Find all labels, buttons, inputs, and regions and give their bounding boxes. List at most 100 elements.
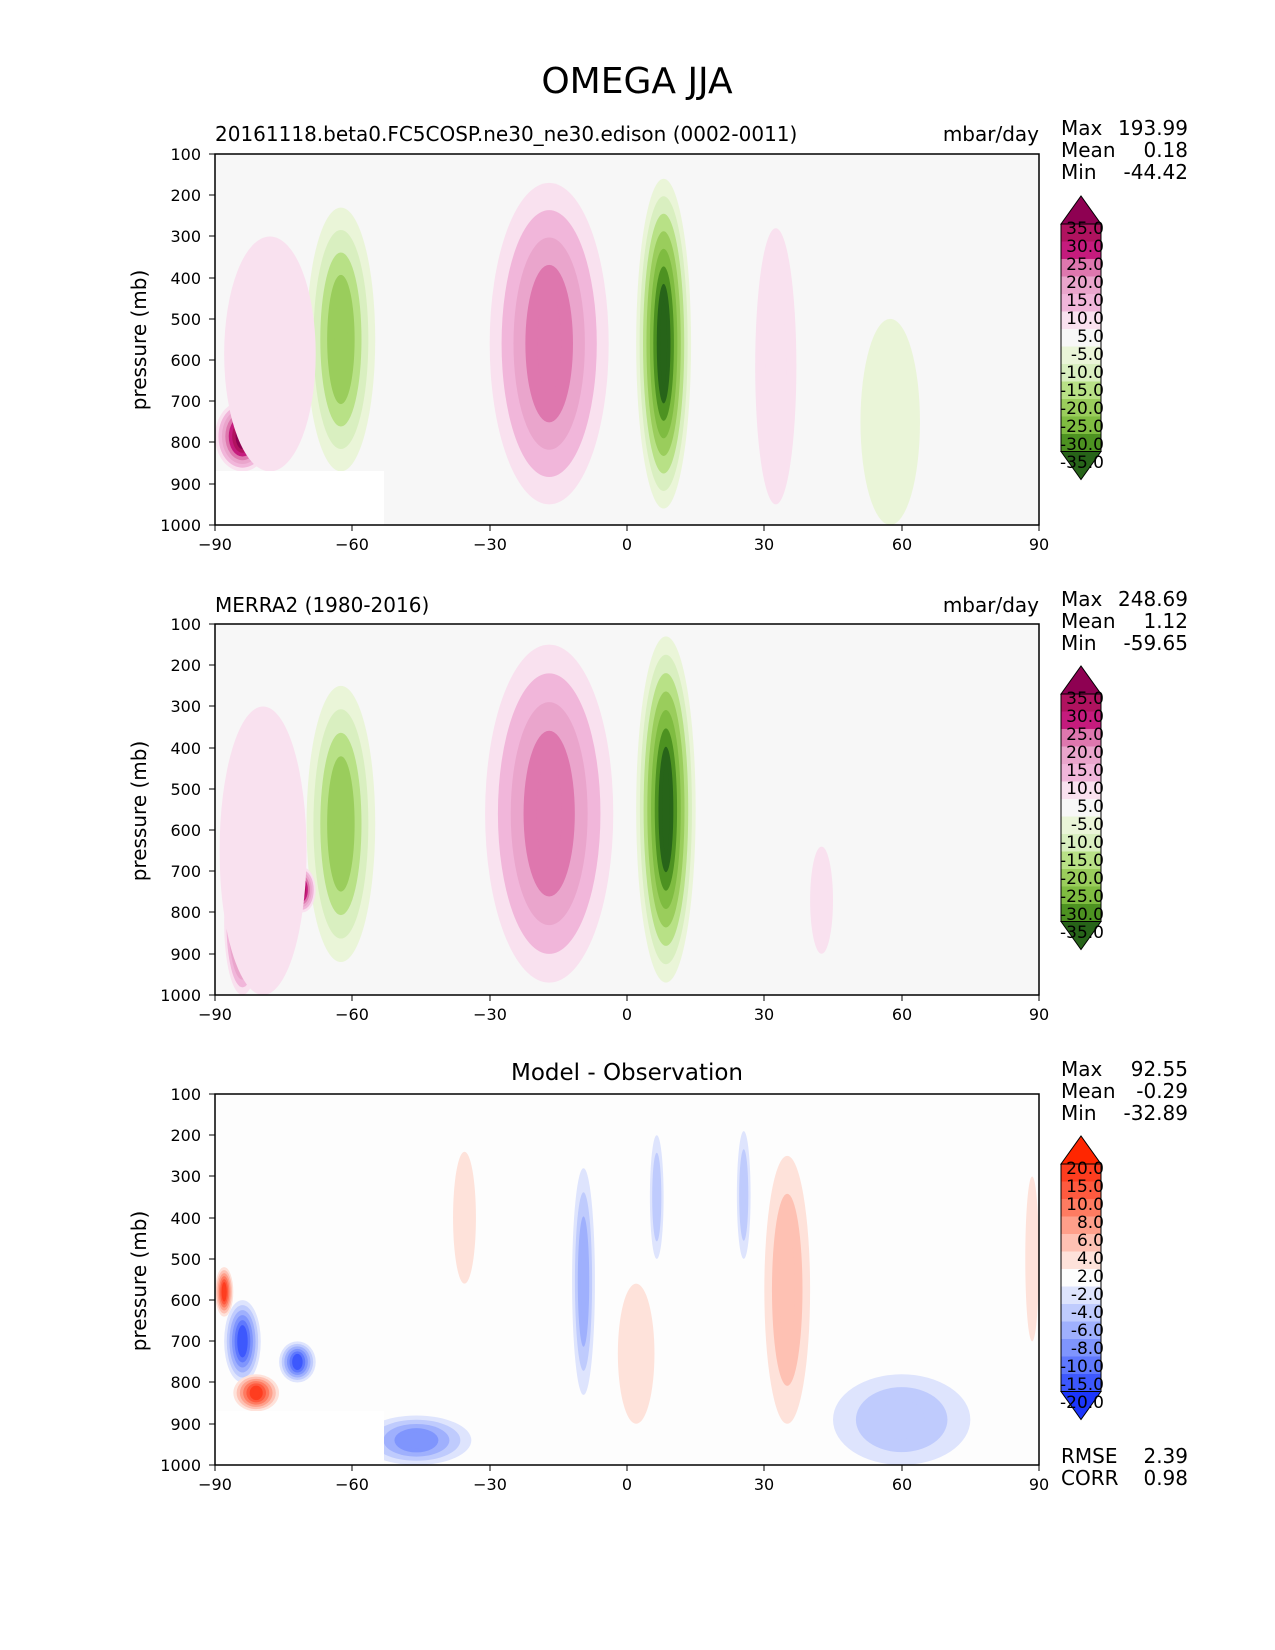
y-tick-label: 1000 — [160, 1456, 201, 1475]
colorbar-tick-label: 35.0 — [1066, 689, 1104, 709]
colorbar-segment — [1061, 1286, 1101, 1304]
colorbar-segment — [1061, 399, 1101, 417]
x-tick-label: −30 — [473, 1475, 507, 1494]
colorbar-segment — [1061, 1164, 1101, 1182]
contour-band — [765, 286, 787, 446]
colorbar-tick-label: 20.0 — [1066, 743, 1104, 763]
colorbar-labels: 20.0 15.0 10.0 8.0 6.0 4.0 2.0 -2.0 -4.0… — [1060, 1159, 1104, 1413]
colorbar-segment — [1061, 329, 1101, 347]
colorbar-tick-label: 20.0 — [1066, 1159, 1104, 1179]
colorbar-segment — [1061, 241, 1101, 259]
panel-obs: MERRA2 (1980-2016) mbar/day Max 248.69 M… — [127, 587, 1188, 1024]
panel-obs-field — [215, 624, 1039, 995]
panel-model-axes: −90 −60 −30 0 30 60 90 100 200 30 — [160, 145, 1049, 554]
colorbar-tick-label: 2.0 — [1077, 1267, 1104, 1287]
colorbar-tick-label: -2.0 — [1071, 1285, 1104, 1305]
x-tick-label: −60 — [335, 535, 369, 554]
y-tick-label: 300 — [170, 1167, 201, 1186]
panel-obs-colorbar: 35.0 30.0 25.0 20.0 15.0 10.0 5.0 -5.0 -… — [1060, 665, 1104, 951]
colorbar-tick-label: -20.0 — [1060, 1393, 1104, 1413]
colorbar-tick-label: 30.0 — [1066, 707, 1104, 727]
y-tick-label: 100 — [170, 615, 201, 634]
y-tick-label: 200 — [170, 186, 201, 205]
colorbar-tick-label: -20.0 — [1060, 869, 1104, 889]
y-tick-label: 1000 — [160, 516, 201, 535]
metric-value: 0.98 — [1143, 1466, 1188, 1490]
colorbar-segment — [1061, 816, 1101, 834]
y-tick-label: 500 — [170, 1250, 201, 1269]
colorbar-segment — [1061, 1199, 1101, 1217]
contour-band — [536, 759, 562, 868]
y-tick-label: 100 — [170, 1085, 201, 1104]
panel-diff-title: Model - Observation — [511, 1060, 743, 1086]
panel-diff-field — [215, 1094, 1039, 1466]
colorbar-segment — [1061, 224, 1101, 242]
stat-label: Mean — [1061, 138, 1116, 162]
colorbar-tick-label: 15.0 — [1066, 291, 1104, 311]
y-tick-label: 500 — [170, 780, 201, 799]
panel-diff: Model - Observation Max 92.55 Mean -0.29… — [127, 1057, 1188, 1494]
colorbar-segment — [1061, 416, 1101, 434]
y-tick-label: 400 — [170, 269, 201, 288]
panel-obs-axes: −90 −60 −30 0 30 60 90 100 200 30 — [160, 615, 1049, 1024]
y-tick-label: 900 — [170, 475, 201, 494]
colorbar-segment — [1061, 1374, 1101, 1392]
x-tick-label: −60 — [335, 1475, 369, 1494]
panel-model-colorbar: 35.0 30.0 25.0 20.0 15.0 10.0 5.0 -5.0 -… — [1060, 195, 1104, 481]
stat-label: Max — [1061, 1057, 1103, 1081]
contour-band — [247, 286, 293, 422]
colorbar-tick-label: -10.0 — [1060, 1357, 1104, 1377]
y-tick-label: 600 — [170, 1291, 201, 1310]
colorbar-tick-label: 25.0 — [1066, 725, 1104, 745]
colorbar-tick-label: -4.0 — [1071, 1303, 1104, 1323]
panel-obs-units: mbar/day — [943, 593, 1039, 617]
colorbar-segment — [1061, 294, 1101, 312]
y-tick-label: 1000 — [160, 986, 201, 1005]
y-tick-label: 800 — [170, 903, 201, 922]
contour-band — [627, 1313, 646, 1394]
stat-label: Min — [1061, 160, 1097, 184]
colorbar-segment — [1061, 1216, 1101, 1234]
colorbar-tick-label: 4.0 — [1077, 1249, 1104, 1269]
contour-band — [294, 1356, 301, 1368]
colorbar-segment — [1061, 1321, 1101, 1339]
contour-band — [405, 1432, 428, 1449]
colorbar-labels: 35.0 30.0 25.0 20.0 15.0 10.0 5.0 -5.0 -… — [1060, 689, 1104, 943]
panel-obs-stats: Max 248.69 Mean 1.12 Min -59.65 — [1061, 587, 1188, 655]
x-tick-label: 30 — [754, 1005, 774, 1024]
colorbar-tick-label: 10.0 — [1066, 309, 1104, 329]
y-tick-label: 400 — [170, 1209, 201, 1228]
y-ticks: 100 200 300 400 500 600 700 800 900 1000 — [160, 145, 215, 535]
colorbar-tick-label: 10.0 — [1066, 1195, 1104, 1215]
figure-title: OMEGA JJA — [541, 61, 733, 102]
y-tick-label: 500 — [170, 310, 201, 329]
y-tick-label: 900 — [170, 1415, 201, 1434]
contour-band — [660, 301, 668, 386]
colorbar-segment — [1061, 781, 1101, 799]
y-ticks: 100 200 300 400 500 600 700 800 900 1000 — [160, 615, 215, 1005]
colorbar-segment — [1061, 1356, 1101, 1374]
contour-band — [662, 765, 670, 854]
contour-band — [779, 1231, 795, 1348]
panel-diff-ylabel: pressure (mb) — [127, 1211, 151, 1352]
stat-label: Mean — [1061, 609, 1116, 633]
y-tick-label: 900 — [170, 945, 201, 964]
x-ticks: −90 −60 −30 0 30 60 90 — [198, 1465, 1049, 1494]
colorbar-tick-label: -10.0 — [1060, 833, 1104, 853]
contour-band — [878, 1400, 925, 1440]
panel-model: 20161118.beta0.FC5COSP.ne30_ne30.edison … — [127, 116, 1188, 554]
contour-band — [580, 1240, 587, 1323]
panel-diff-axes: −90 −60 −30 0 30 60 90 100 200 30 — [160, 1085, 1049, 1494]
panel-diff-metrics: RMSE 2.39 CORR 0.98 — [1061, 1444, 1188, 1490]
y-tick-label: 600 — [170, 351, 201, 370]
contour-band — [815, 869, 828, 932]
colorbar-tick-label: 6.0 — [1077, 1231, 1104, 1251]
contour-band — [222, 1285, 227, 1299]
metric-value: 2.39 — [1143, 1444, 1188, 1468]
metric-label: CORR — [1061, 1466, 1119, 1490]
colorbar-tick-label: -6.0 — [1071, 1321, 1104, 1341]
colorbar-tick-label: 5.0 — [1077, 797, 1104, 817]
stat-value: -44.42 — [1124, 160, 1188, 184]
colorbar-tick-label: -5.0 — [1071, 815, 1104, 835]
